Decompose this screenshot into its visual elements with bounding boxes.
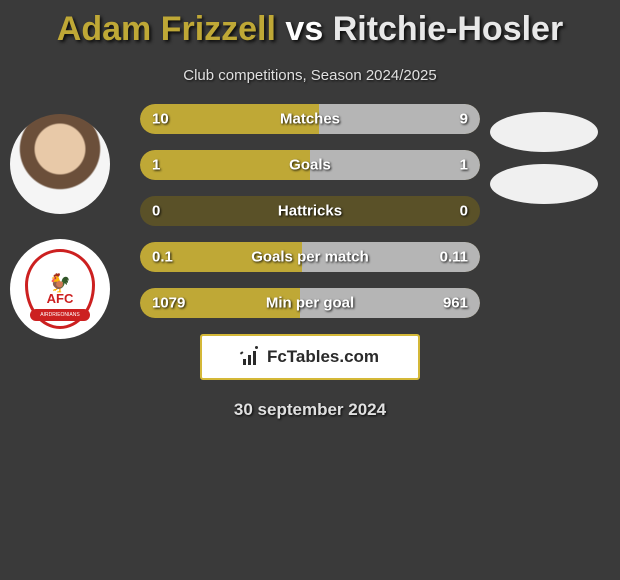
- subtitle: Club competitions, Season 2024/2025: [0, 67, 620, 84]
- stat-row: 00Hattricks: [140, 196, 480, 226]
- stat-label: Min per goal: [140, 295, 480, 312]
- player1-avatar: [10, 114, 110, 214]
- player1-name: Adam Frizzell: [57, 10, 276, 48]
- comparison-title: Adam Frizzell vs Ritchie-Hosler: [0, 0, 620, 49]
- stat-row: 109Matches: [140, 104, 480, 134]
- club-initials: AFC: [47, 291, 74, 306]
- club-name-band: AIRDRIEONIANS: [30, 309, 90, 321]
- brand-box: FcTables.com: [200, 334, 420, 380]
- stat-label: Hattricks: [140, 203, 480, 220]
- stat-rows: 109Matches 11Goals 00Hattricks 0.10.11Goals…: [140, 104, 480, 318]
- player2-club-placeholder: [490, 164, 598, 204]
- stat-label: Goals: [140, 157, 480, 174]
- stats-area: 🐓 AFC AIRDRIEONIANS 109Matches11Goals00H…: [0, 104, 620, 318]
- brand-chart-icon: [241, 349, 261, 365]
- vs-text: vs: [285, 10, 323, 48]
- player1-club-badge: 🐓 AFC AIRDRIEONIANS: [10, 239, 110, 339]
- player2-name: Ritchie-Hosler: [333, 10, 564, 48]
- stat-row: 0.10.11Goals per match: [140, 242, 480, 272]
- stat-label: Goals per match: [140, 249, 480, 266]
- player2-avatar-placeholder: [490, 112, 598, 152]
- stat-row: 1079961Min per goal: [140, 288, 480, 318]
- snapshot-date: 30 september 2024: [0, 400, 620, 420]
- stat-label: Matches: [140, 111, 480, 128]
- stat-row: 11Goals: [140, 150, 480, 180]
- brand-text: FcTables.com: [267, 347, 379, 367]
